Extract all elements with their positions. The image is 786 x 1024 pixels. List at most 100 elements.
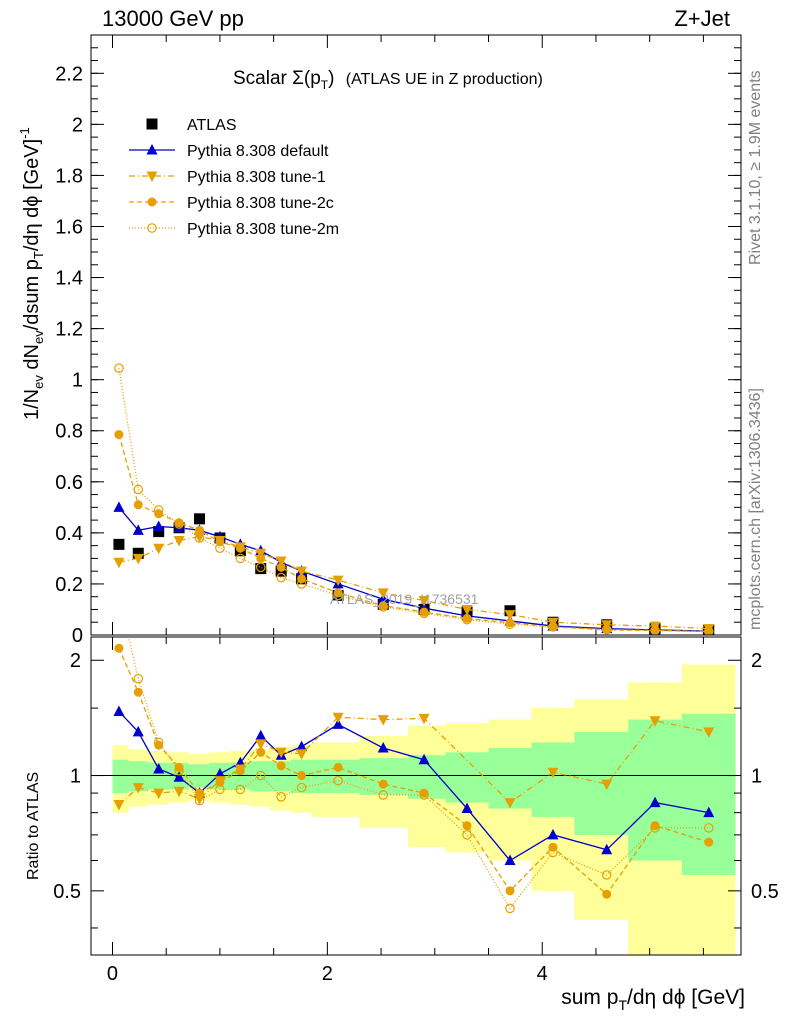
main-tune2c-point [548,622,558,632]
main-tune1-point [418,596,430,607]
ratio-default-point [461,802,473,814]
main-tune2m-point [378,602,389,612]
ratio-tune2c-point [195,788,205,798]
ratio-default-point [649,796,661,808]
main-tune2m-point [153,505,164,515]
ratio-default-point [173,771,185,782]
x-axis-label: sum pT/dη dϕ [GeV] [561,986,745,1013]
ratio-tune1-point [377,715,389,726]
mcplots-label: mcplots.cern.ch [arXiv:1306.3436] [747,388,764,630]
ratio-tune1-point [649,716,661,727]
ratio-default-point [504,854,516,866]
main-tune2c-point [333,588,343,598]
ratio-tune2c-point [650,821,660,831]
ratio-default-point [113,705,125,716]
legend-marker-tune2m [147,223,157,233]
ratio-ytick-label-right: 2 [751,650,762,672]
main-tune2c-point [297,574,307,584]
main-tune2c-point [133,500,143,510]
main-series-group [113,363,715,635]
ratio-tune1-point [255,739,267,750]
ratio-tune1-point [504,798,516,809]
ratio-band-inner [359,758,408,795]
main-atlas-point [153,526,165,538]
ratio-tune2m-point [333,775,343,786]
legend-marker-default [146,144,158,155]
ratio-default-point [377,742,389,753]
main-ytick-label: 1.2 [55,319,83,341]
main-ytick-label: 1.4 [55,268,83,290]
main-tune2m-point [114,363,124,373]
main-tune1-point [132,553,144,565]
ratio-default-point [132,725,144,737]
ratio-tune2c-point [154,740,164,750]
ratio-tune2m-point [505,903,515,914]
ratio-tune2m-point [276,792,286,802]
ratio-tune2c-point [276,761,286,771]
ratio-tune1-point [547,767,559,779]
main-default-point [153,520,165,531]
main-tune2m-point [276,572,286,583]
main-tune2m-point [601,624,612,635]
header-right: Z+Jet [674,6,730,31]
main-tune2m-point [235,553,246,564]
main-ytick-label: 0.2 [55,574,83,596]
ratio-tune2m-point [115,591,123,599]
ratio-tune2m-point [296,782,307,793]
legend-label-tune1: Pythia 8.308 tune-1 [187,169,326,186]
ratio-band-inner [250,761,271,792]
ratio-tune2c-point [602,889,612,899]
main-atlas-point [255,563,267,575]
ratio-default-point [214,767,226,779]
ratio-default-point [703,806,715,818]
ratio-tune2c-point [215,777,225,787]
ratio-xtick-label: 0 [107,963,118,985]
main-ytick-label: 0.8 [55,421,83,443]
ratio-tune2c-point [174,762,184,772]
main-ylabel: 1/Nev dNev/dsum pT/dη dϕ [GeV]-1 [17,127,46,420]
ratio-default-point [547,828,559,840]
ratio-tune2c-point [704,837,714,847]
ratio-band-inner [229,762,251,790]
main-tune2c-point [114,430,124,440]
legend-label-tune2c: Pythia 8.308 tune-2c [187,195,334,212]
main-tune2c-point [602,625,612,635]
main-atlas-point [194,513,206,525]
main-ytick-label: 2 [72,114,83,136]
ratio-default-point [418,753,430,765]
main-tune2c-point [195,525,205,535]
legend: ATLAS Pythia 8.308 default Pythia 8.308 tu… [129,117,339,238]
ratio-tune2m-point [235,784,246,795]
ratio-tune1-point [418,713,430,725]
ratio-tune1-point [703,727,715,738]
ratio-tune2m-point [153,737,164,748]
ratio-band-inner [681,713,736,875]
main-tune1-point [296,566,308,578]
ratio-xtick-label: 2 [322,963,333,985]
main-ytick-label: 1.6 [55,216,83,238]
main-tune2c-point [256,553,266,563]
ratio-ytick-label: 0.5 [53,881,81,903]
main-tune2m-point [174,519,184,529]
legend-label-atlas: ATLAS [187,117,237,134]
main-tune1-point [153,543,165,555]
ratio-tune2m-point [462,830,472,840]
main-ytick-label: 1.8 [55,165,83,187]
main-tune2m-point [505,619,515,630]
ratio-default-point [255,729,267,741]
ratio-ytick-label: 2 [70,650,81,672]
main-atlas-point [113,538,125,550]
main-title: Scalar Σ(pT) (ATLAS UE in Z production) [233,68,543,92]
ratio-tune2c-point [235,766,245,776]
ratio-band-inner [112,759,129,794]
main-tune2m-point [333,590,343,601]
legend-marker-atlas [146,118,158,130]
main-tune1-point [504,610,516,621]
ratio-default-point [296,740,308,752]
main-ytick-label: 0 [72,625,83,647]
main-tune2m-point [703,626,714,635]
main-tune2m-point [215,543,225,553]
main-tune2c-point [235,543,245,553]
ratio-tune1-point [601,779,613,791]
